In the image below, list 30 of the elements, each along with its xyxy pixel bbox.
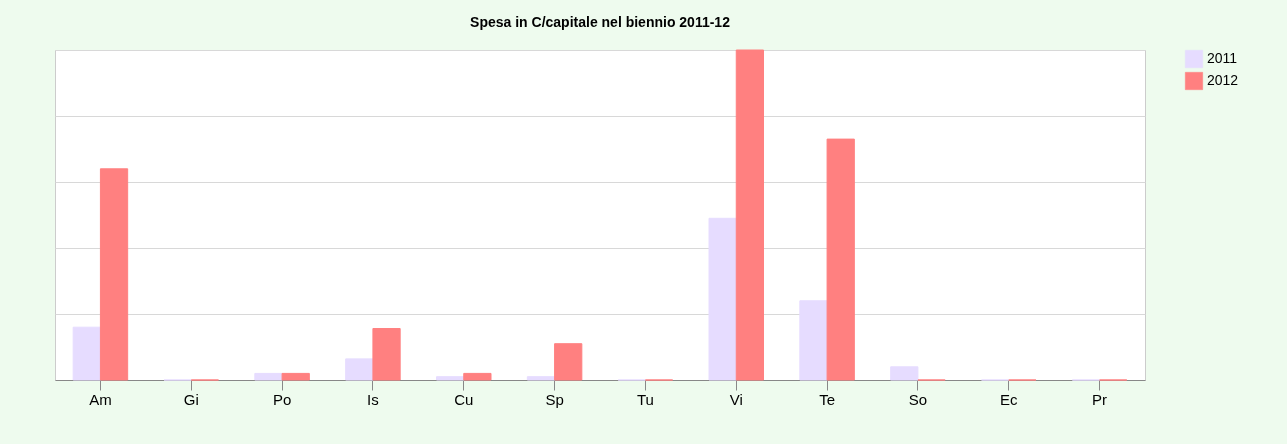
x-tick-label: Sp [545,390,564,408]
x-tick-label: So [908,390,928,408]
x-tick-label: Tu [636,390,654,408]
bar [554,343,583,381]
bar [72,326,101,381]
bar [463,372,492,381]
legend-label: 2012 [1207,72,1239,88]
x-tick-label: Is [367,390,379,408]
chart-title: Spesa in C/capitale nel biennio 2011-12 [470,13,731,30]
x-tick-label: Te [819,390,836,408]
x-tick-label: Vi [729,390,743,408]
bar [99,168,129,381]
x-tick-label: Ec [999,390,1018,408]
bar [799,300,828,381]
bar [890,366,919,381]
bar [254,372,283,381]
x-tick-label: Po [272,390,292,408]
bar [708,217,737,381]
bar [735,49,764,381]
x-tick-label: Gi [183,390,199,408]
x-tick-label: Am [89,390,112,408]
x-tick-label: Pr [1092,390,1108,408]
bar [372,328,401,381]
bar [345,358,374,381]
bar [281,372,310,381]
bar [436,376,465,381]
x-tick-label: Cu [454,390,474,408]
legend-label: 2011 [1207,50,1238,66]
bar [526,376,556,381]
bar [826,138,855,381]
